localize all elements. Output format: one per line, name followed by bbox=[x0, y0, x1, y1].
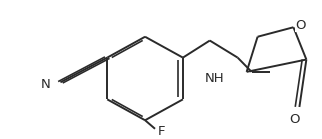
Text: O: O bbox=[289, 113, 300, 126]
Text: NH: NH bbox=[205, 72, 224, 85]
Text: O: O bbox=[295, 19, 306, 32]
Text: F: F bbox=[158, 125, 166, 138]
Text: N: N bbox=[41, 78, 50, 91]
